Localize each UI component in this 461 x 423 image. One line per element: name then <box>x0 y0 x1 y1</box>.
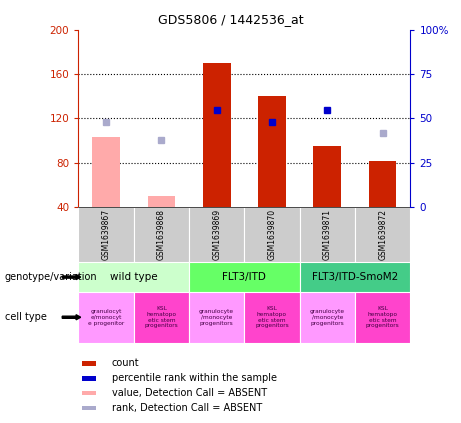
Text: granulocyte
/monocyte
progenitors: granulocyte /monocyte progenitors <box>199 309 234 326</box>
Bar <box>300 262 410 292</box>
Bar <box>258 96 286 207</box>
Bar <box>92 137 120 207</box>
Bar <box>78 262 189 292</box>
Bar <box>134 207 189 262</box>
Text: GSM1639867: GSM1639867 <box>101 209 111 260</box>
Text: KSL
hematopo
etic stem
progenitors: KSL hematopo etic stem progenitors <box>366 306 400 328</box>
Text: granulocyte
/monocyte
progenitors: granulocyte /monocyte progenitors <box>310 309 345 326</box>
Bar <box>369 161 396 207</box>
Text: rank, Detection Call = ABSENT: rank, Detection Call = ABSENT <box>112 403 262 413</box>
Bar <box>134 292 189 343</box>
Text: KSL
hematopo
etic stem
progenitors: KSL hematopo etic stem progenitors <box>144 306 178 328</box>
Bar <box>82 361 95 365</box>
Text: GSM1639869: GSM1639869 <box>212 209 221 260</box>
Bar <box>78 207 134 262</box>
Bar <box>300 292 355 343</box>
Bar <box>148 196 175 207</box>
Bar <box>82 406 95 410</box>
Text: KSL
hematopo
etic stem
progenitors: KSL hematopo etic stem progenitors <box>255 306 289 328</box>
Bar <box>189 292 244 343</box>
Text: GSM1639870: GSM1639870 <box>267 209 277 260</box>
Text: wild type: wild type <box>110 272 158 282</box>
Text: value, Detection Call = ABSENT: value, Detection Call = ABSENT <box>112 388 266 398</box>
Bar <box>82 391 95 396</box>
Bar <box>313 146 341 207</box>
Bar <box>78 292 134 343</box>
Text: GDS5806 / 1442536_at: GDS5806 / 1442536_at <box>158 13 303 26</box>
Text: percentile rank within the sample: percentile rank within the sample <box>112 373 277 383</box>
Text: FLT3/ITD-SmoM2: FLT3/ITD-SmoM2 <box>312 272 398 282</box>
Bar <box>244 207 300 262</box>
Bar <box>355 207 410 262</box>
Bar <box>82 376 95 381</box>
Text: cell type: cell type <box>5 312 47 322</box>
Text: GSM1639871: GSM1639871 <box>323 209 332 260</box>
Bar <box>189 262 300 292</box>
Text: GSM1639872: GSM1639872 <box>378 209 387 260</box>
Bar <box>244 292 300 343</box>
Text: GSM1639868: GSM1639868 <box>157 209 166 260</box>
Text: granulocyt
e/monocyt
e progenitor: granulocyt e/monocyt e progenitor <box>88 309 124 326</box>
Bar <box>189 207 244 262</box>
Bar <box>355 292 410 343</box>
Bar <box>203 63 230 207</box>
Text: FLT3/ITD: FLT3/ITD <box>222 272 266 282</box>
Text: genotype/variation: genotype/variation <box>5 272 97 282</box>
Text: count: count <box>112 358 139 368</box>
Bar <box>300 207 355 262</box>
